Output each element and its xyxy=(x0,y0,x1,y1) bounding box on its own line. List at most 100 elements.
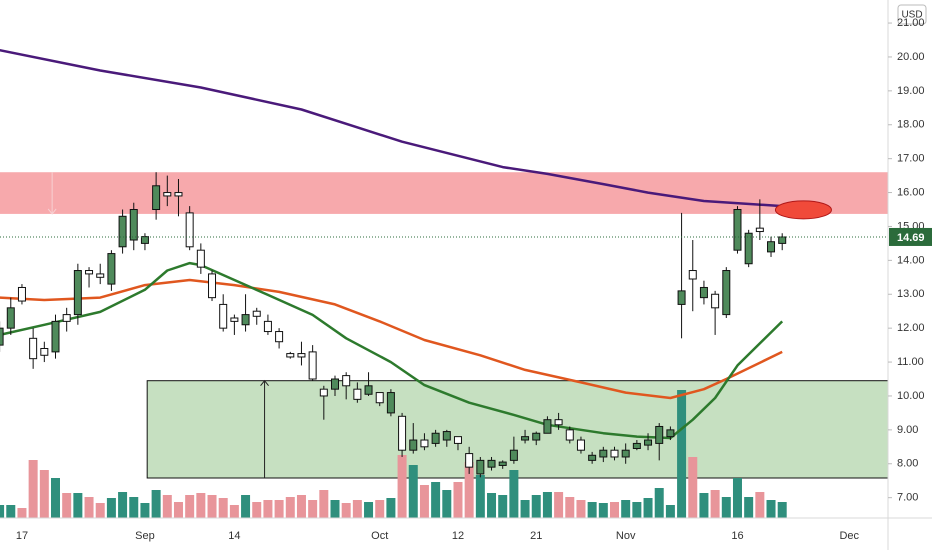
volume-bar xyxy=(643,498,653,518)
plot-area xyxy=(0,49,889,518)
moving-average xyxy=(0,261,784,440)
volume-bar xyxy=(431,482,441,518)
x-tick-label: Nov xyxy=(616,530,636,542)
volume-bar xyxy=(699,493,709,518)
candle-body xyxy=(62,314,71,322)
volume-bar xyxy=(498,495,508,518)
candle-body xyxy=(521,436,530,441)
volume-bar xyxy=(419,485,429,518)
volume-bar xyxy=(732,478,742,518)
candle-body xyxy=(599,449,608,458)
volume-bar xyxy=(375,500,385,518)
volume-bar xyxy=(285,497,295,518)
volume-bar xyxy=(218,498,228,518)
volume-bar xyxy=(274,500,284,518)
y-tick-label: 11.00 xyxy=(897,356,924,368)
candle-body xyxy=(509,449,518,461)
candle-body xyxy=(610,449,619,458)
candle-body xyxy=(118,215,127,248)
volume-bar xyxy=(106,498,116,518)
candle-body xyxy=(297,353,306,358)
volume-bar xyxy=(710,490,720,518)
candle-body xyxy=(767,241,776,253)
volume-bar xyxy=(341,503,351,518)
zone xyxy=(146,380,889,479)
candle-body xyxy=(85,270,94,275)
volume-bar xyxy=(51,478,60,518)
candle-body xyxy=(744,232,753,265)
candle-body xyxy=(487,459,496,468)
candle-body xyxy=(755,227,764,233)
x-tick-label: 16 xyxy=(731,530,743,542)
candle-body xyxy=(532,432,541,441)
y-tick-label: 21.00 xyxy=(897,17,925,29)
candle-body xyxy=(174,192,183,197)
arrow-head xyxy=(47,208,57,215)
candle-body xyxy=(431,432,440,444)
y-tick-label: 9.00 xyxy=(897,424,918,436)
volume-bar xyxy=(207,495,217,518)
volume-bar xyxy=(554,492,564,518)
volume-bar xyxy=(408,465,418,518)
candle-body xyxy=(263,320,272,333)
candle-body xyxy=(498,461,507,466)
candle-body xyxy=(241,314,250,326)
y-tick-label: 18.00 xyxy=(897,119,925,131)
candle-body xyxy=(342,375,351,387)
candle-body xyxy=(655,425,664,444)
last-price-badge xyxy=(889,227,932,246)
candle-body xyxy=(588,454,597,461)
y-tick-label: 19.00 xyxy=(897,85,925,97)
volume-bar xyxy=(151,490,161,518)
volume-bar xyxy=(587,502,597,518)
candle-body xyxy=(73,270,82,316)
volume-bar xyxy=(777,502,787,518)
volume-bar xyxy=(73,493,83,518)
y-tick-label: 7.00 xyxy=(897,492,918,504)
candle-body xyxy=(375,392,384,404)
currency-box[interactable] xyxy=(897,4,927,25)
volume-bar xyxy=(319,490,329,518)
volume-bar xyxy=(263,500,273,518)
volume-bar xyxy=(565,497,575,518)
candle-body xyxy=(386,392,395,414)
volume-bar xyxy=(688,457,698,518)
last-price-label: 14.69 xyxy=(897,232,925,244)
y-tick-label: 8.00 xyxy=(897,458,918,470)
volume-bar xyxy=(0,505,5,518)
arrow-head xyxy=(260,379,269,387)
candle-body xyxy=(409,439,418,451)
volume-bar xyxy=(296,495,306,518)
candle-body xyxy=(17,286,26,302)
candle-body xyxy=(230,317,239,322)
candle-body xyxy=(353,388,362,400)
volume-bar xyxy=(308,500,318,518)
y-tick-label: 17.00 xyxy=(897,153,925,165)
y-tick-label: 20.00 xyxy=(897,51,925,63)
x-tick-label: 14 xyxy=(228,530,240,542)
candle-body xyxy=(40,347,49,356)
candle-body xyxy=(453,436,462,444)
candle-body xyxy=(554,419,563,426)
volume-bar xyxy=(17,508,27,518)
y-tick-label: 14.00 xyxy=(897,254,925,266)
moving-average xyxy=(0,278,783,400)
candle-body xyxy=(699,286,708,299)
marker xyxy=(774,200,832,220)
candle-body xyxy=(6,307,15,329)
volume-bar xyxy=(520,500,530,518)
candle-body xyxy=(96,273,105,278)
volume-bar xyxy=(173,502,183,518)
currency: USD xyxy=(901,10,922,21)
volume-bar xyxy=(766,500,776,518)
candle-body xyxy=(185,212,194,248)
volume-bar xyxy=(531,495,541,518)
price-axis-area xyxy=(888,0,932,550)
moving-average xyxy=(0,49,783,208)
candle-body xyxy=(0,327,4,346)
y-tick-label: 10.00 xyxy=(897,390,925,402)
candle-body xyxy=(319,388,328,397)
candle-body xyxy=(331,378,339,390)
